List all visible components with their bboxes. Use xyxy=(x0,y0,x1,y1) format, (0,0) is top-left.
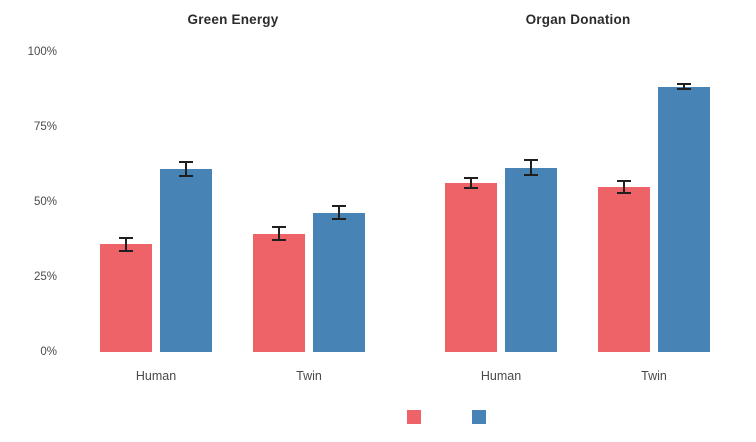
error-bar-cap-top xyxy=(272,226,286,228)
error-bar-cap-top xyxy=(524,159,538,162)
error-bar-vline xyxy=(683,82,685,91)
x-axis-label-human: Human xyxy=(480,369,522,383)
bar-red-series-twin xyxy=(598,187,650,352)
error-bar-cap-bottom xyxy=(464,186,478,189)
error-bar-vline xyxy=(125,236,127,252)
x-axis-label-twin: Twin xyxy=(296,369,322,383)
error-bar-blue-series-twin xyxy=(677,82,691,91)
x-axis-label-twin: Twin xyxy=(641,369,667,383)
panel-title: Green Energy xyxy=(187,12,279,27)
error-bar-cap-top xyxy=(464,176,478,179)
panel-green-energy: Green Energy Human Twin xyxy=(72,0,394,442)
y-axis-tick-label: 25% xyxy=(33,271,57,283)
y-axis-tick-label: 50% xyxy=(33,196,57,208)
x-axis-label-human: Human xyxy=(135,369,177,383)
error-bar-cap-top xyxy=(119,236,133,239)
error-bar-cap-bottom xyxy=(332,218,346,220)
error-bar-blue-series-twin xyxy=(332,205,346,220)
error-bar-cap-top xyxy=(332,205,346,207)
plot-area xyxy=(417,52,739,352)
y-axis-tick-label: 100% xyxy=(27,46,57,58)
error-bar-vline xyxy=(530,159,532,176)
error-bar-cap-bottom xyxy=(677,88,691,91)
error-bar-red-series-human xyxy=(464,176,478,189)
error-bar-vline xyxy=(623,180,625,194)
y-axis-tick-label: 75% xyxy=(33,121,57,133)
error-bar-vline xyxy=(278,226,280,241)
error-bar-cap-top xyxy=(179,160,193,163)
bar-blue-series-human xyxy=(160,169,212,352)
error-bar-vline xyxy=(185,160,187,178)
error-bar-cap-bottom xyxy=(524,173,538,176)
bar-red-series-human xyxy=(445,182,497,352)
y-axis-tick-label: 0% xyxy=(40,346,57,358)
bar-blue-series-human xyxy=(505,167,557,352)
plot-area xyxy=(72,52,394,352)
error-bar-cap-top xyxy=(677,82,691,85)
legend-key-blue xyxy=(472,410,486,424)
error-bar-cap-bottom xyxy=(617,191,631,194)
legend-key-red xyxy=(407,410,421,424)
bar-red-series-human xyxy=(100,244,152,352)
error-bar-red-series-twin xyxy=(272,226,286,241)
bar-blue-series-twin xyxy=(658,86,710,352)
error-bar-cap-bottom xyxy=(179,175,193,178)
error-bar-cap-top xyxy=(617,180,631,183)
bar-red-series-twin xyxy=(253,233,305,352)
error-bar-cap-bottom xyxy=(272,239,286,241)
panel-title: Organ Donation xyxy=(525,12,631,27)
panel-organ-donation: Organ Donation Human Twin xyxy=(417,0,739,442)
bar-blue-series-twin xyxy=(313,212,365,352)
error-bar-cap-bottom xyxy=(119,249,133,252)
error-bar-blue-series-human xyxy=(524,159,538,176)
error-bar-blue-series-human xyxy=(179,160,193,178)
error-bar-red-series-twin xyxy=(617,180,631,194)
error-bar-red-series-human xyxy=(119,236,133,252)
error-bar-vline xyxy=(470,176,472,189)
error-bar-vline xyxy=(338,205,340,220)
